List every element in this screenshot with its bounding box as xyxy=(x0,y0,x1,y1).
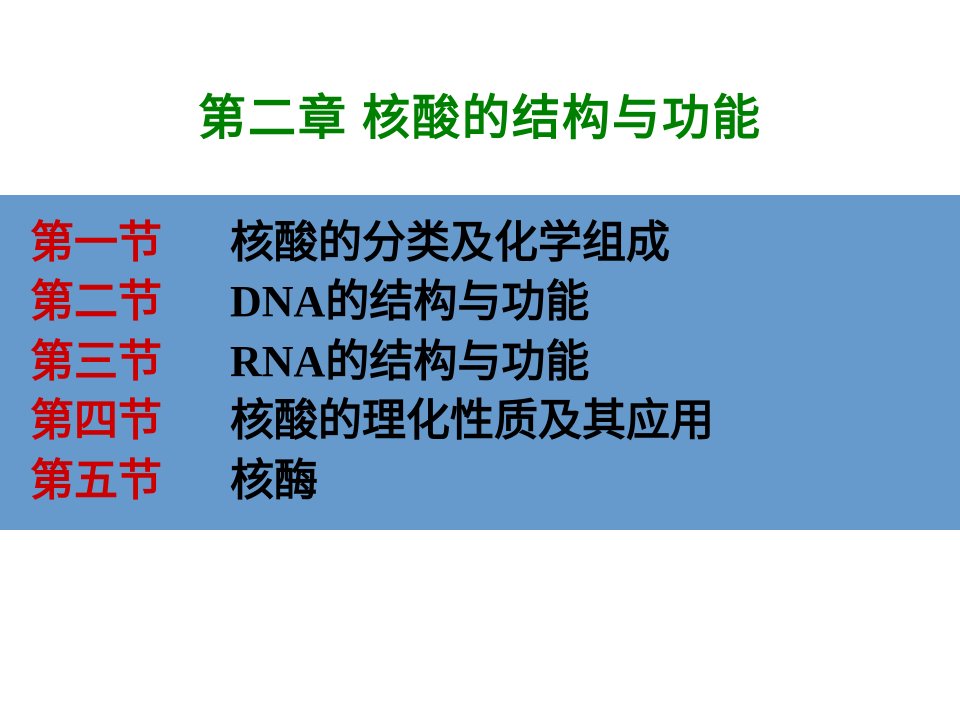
list-item: 第一节 核酸的分类及化学组成 xyxy=(30,213,960,272)
section-title: RNA的结构与功能 xyxy=(230,332,589,391)
section-list: 第一节 核酸的分类及化学组成 第二节 DNA的结构与功能 第三节 RNA的结构与… xyxy=(0,195,960,530)
list-item: 第五节 核酶 xyxy=(30,451,960,510)
list-item: 第四节 核酸的理化性质及其应用 xyxy=(30,391,960,450)
section-label: 第一节 xyxy=(30,213,230,272)
section-label: 第四节 xyxy=(30,391,230,450)
list-item: 第二节 DNA的结构与功能 xyxy=(30,272,960,331)
section-title: DNA的结构与功能 xyxy=(230,272,589,331)
section-title: 核酶 xyxy=(230,451,318,510)
section-title: 核酸的分类及化学组成 xyxy=(230,213,670,272)
list-item: 第三节 RNA的结构与功能 xyxy=(30,332,960,391)
section-label: 第五节 xyxy=(30,451,230,510)
section-label: 第二节 xyxy=(30,272,230,331)
slide: 第二章 核酸的结构与功能 第一节 核酸的分类及化学组成 第二节 DNA的结构与功… xyxy=(0,0,960,720)
section-label: 第三节 xyxy=(30,332,230,391)
section-title: 核酸的理化性质及其应用 xyxy=(230,391,714,450)
chapter-title: 第二章 核酸的结构与功能 xyxy=(0,78,960,148)
